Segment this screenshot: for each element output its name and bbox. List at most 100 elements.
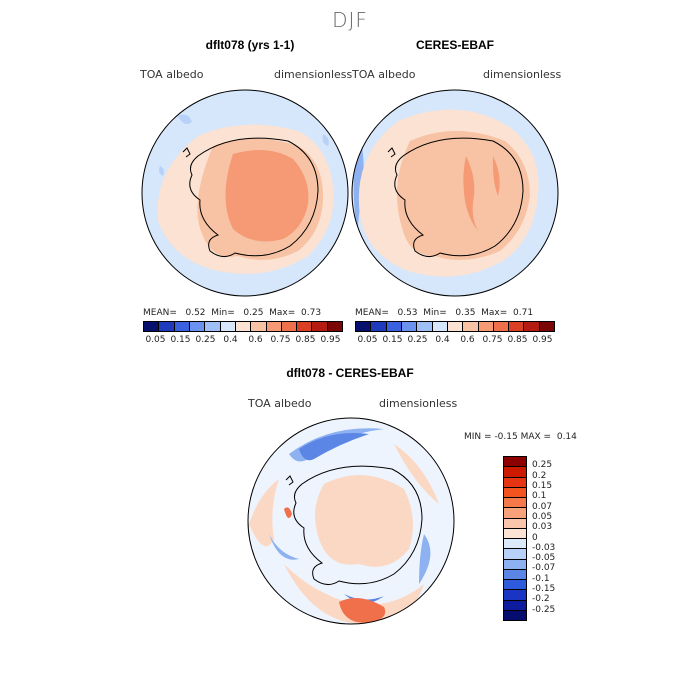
diff-variable: TOA albedo <box>248 397 312 410</box>
colorbar-tick-label: 0.05 <box>145 335 166 345</box>
polar-map-diff <box>247 417 455 625</box>
colorbar-swatch <box>509 322 525 331</box>
mean-value: 0.52 <box>185 308 206 318</box>
colorbar-tick-label: 0.15 <box>170 335 191 345</box>
diff-units: dimensionless <box>379 397 458 410</box>
diff-colorbar-tick-label: 0.2 <box>532 470 547 481</box>
diff-max-label: MAX = <box>520 432 552 442</box>
colorbar-obs <box>355 321 555 332</box>
colorbar-tick-label: 0.95 <box>532 335 553 345</box>
colorbar-model <box>143 321 343 332</box>
diff-colorbar-tick-label: -0.25 <box>532 604 556 615</box>
diff-colorbar-swatch <box>504 600 526 611</box>
diff-colorbar-swatch <box>504 549 526 560</box>
diff-title: dflt078 - CERES-EBAF <box>286 366 414 380</box>
diff-colorbar-swatch <box>504 559 526 570</box>
colorbar-tick-label: 0.75 <box>270 335 291 345</box>
colorbar-swatch <box>251 322 267 331</box>
diff-colorbar-swatch <box>504 477 526 488</box>
colorbar-tick-label: 0.25 <box>407 335 428 345</box>
polar-map-model <box>141 89 349 297</box>
diff-colorbar-tick-label: 0.25 <box>532 460 553 471</box>
diff-colorbar-tick-label: -0.15 <box>532 584 556 595</box>
panel-units-obs: dimensionless <box>483 68 562 81</box>
colorbar-swatch <box>401 322 418 331</box>
diff-colorbar-swatch <box>504 528 526 539</box>
diff-colorbar-tick-label: -0.07 <box>532 563 556 574</box>
colorbar-tick-label: 0.85 <box>295 335 316 345</box>
colorbar-swatch <box>281 322 298 331</box>
diff-colorbar-swatch <box>504 457 526 468</box>
season-title: DJF <box>332 8 368 32</box>
diff-colorbar-swatch <box>504 569 526 580</box>
colorbar-tick-label: 0.4 <box>435 335 450 345</box>
mean-value: 0.53 <box>397 308 418 318</box>
mean-label: MEAN= <box>355 308 389 318</box>
colorbar-swatch <box>266 322 282 331</box>
colorbar-swatch <box>463 322 479 331</box>
colorbar-swatch <box>205 322 221 331</box>
colorbar-swatch <box>297 322 313 331</box>
polar-map-obs <box>351 89 559 297</box>
colorbar-swatch <box>235 322 252 331</box>
colorbar-swatch <box>386 322 402 331</box>
diff-colorbar-tick-label: 0.03 <box>532 522 553 533</box>
colorbar-swatch <box>432 322 448 331</box>
stats-model: MEAN= 0.52 Min= 0.25 Max= 0.73 <box>143 308 321 318</box>
diff-colorbar-tick-label: 0 <box>532 532 538 543</box>
min-label: Min= <box>211 308 235 318</box>
panel-units-model: dimensionless <box>274 68 353 81</box>
panel-variable-model: TOA albedo <box>140 68 204 81</box>
stats-diff: MIN = -0.15 MAX = 0.14 <box>464 432 577 442</box>
colorbar-swatch <box>189 322 206 331</box>
diff-colorbar-swatch <box>504 518 526 529</box>
colorbar-tick-label: 0.15 <box>382 335 403 345</box>
diff-colorbar-tick-label: 0.1 <box>532 491 547 502</box>
colorbar-swatch <box>478 322 494 331</box>
colorbar-swatch <box>356 322 372 331</box>
diff-colorbar-tick-label: -0.2 <box>532 594 550 605</box>
colorbar-labels-model: 0.05 0.15 0.25 0.4 0.6 0.75 0.85 0.95 <box>143 335 343 345</box>
diff-colorbar-tick-label: 0.07 <box>532 501 553 512</box>
diff-colorbar-swatch <box>504 580 526 591</box>
colorbar-tick-label: 0.6 <box>460 335 475 345</box>
colorbar-tick-label: 0.95 <box>320 335 341 345</box>
colorbar-swatch <box>144 322 160 331</box>
min-label: Min= <box>423 308 447 318</box>
diff-max-value: 0.14 <box>556 432 577 442</box>
panel-variable-obs: TOA albedo <box>352 68 416 81</box>
panel-title-model: dflt078 (yrs 1-1) <box>205 38 295 52</box>
diff-colorbar-swatch <box>504 467 526 478</box>
colorbar-swatch <box>493 322 510 331</box>
max-value: 0.71 <box>513 308 534 318</box>
colorbar-diff <box>503 456 527 621</box>
diff-min-value: -0.15 <box>494 432 518 442</box>
colorbar-tick-label: 0.75 <box>482 335 503 345</box>
colorbar-swatch <box>220 322 236 331</box>
stats-obs: MEAN= 0.53 Min= 0.35 Max= 0.71 <box>355 308 533 318</box>
colorbar-swatch <box>539 322 555 331</box>
colorbar-swatch <box>524 322 540 331</box>
colorbar-swatch <box>417 322 433 331</box>
diff-min-label: MIN = <box>464 432 492 442</box>
colorbar-swatch <box>174 322 190 331</box>
colorbar-swatch <box>327 322 343 331</box>
colorbar-swatch <box>371 322 387 331</box>
colorbar-tick-label: 0.25 <box>195 335 216 345</box>
diff-colorbar-swatch <box>504 498 526 509</box>
diff-colorbar-swatch <box>504 590 526 601</box>
diff-colorbar-swatch <box>504 610 526 620</box>
min-value: 0.35 <box>455 308 476 318</box>
colorbar-swatch <box>159 322 175 331</box>
diff-colorbar-swatch <box>504 539 526 550</box>
max-label: Max= <box>481 308 508 318</box>
diff-colorbar-tick-label: 0.15 <box>532 480 553 491</box>
colorbar-labels-obs: 0.05 0.15 0.25 0.4 0.6 0.75 0.85 0.95 <box>355 335 555 345</box>
diff-colorbar-tick-label: -0.03 <box>532 542 556 553</box>
diff-colorbar-tick-label: -0.1 <box>532 573 550 584</box>
colorbar-tick-label: 0.4 <box>223 335 238 345</box>
diff-colorbar-swatch <box>504 487 526 498</box>
max-label: Max= <box>269 308 296 318</box>
diff-colorbar-tick-label: -0.05 <box>532 553 556 564</box>
diff-colorbar-swatch <box>504 508 526 519</box>
